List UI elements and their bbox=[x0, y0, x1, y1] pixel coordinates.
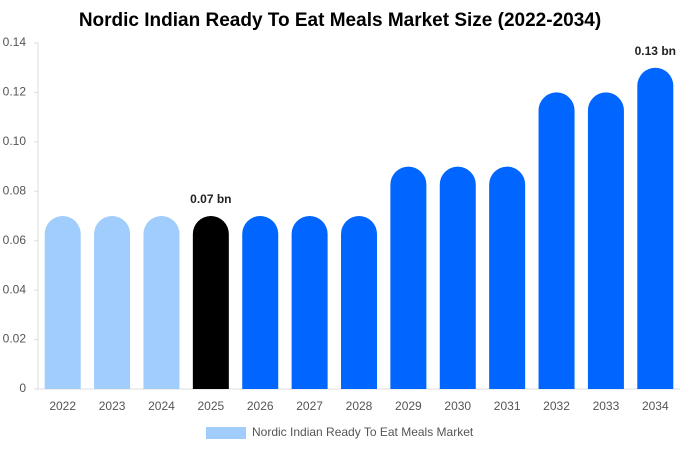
y-tick-label: 0.02 bbox=[3, 332, 27, 346]
y-tick-label: 0.12 bbox=[3, 85, 27, 99]
bar bbox=[489, 166, 526, 389]
x-tick-label: 2032 bbox=[543, 399, 570, 413]
bar bbox=[439, 166, 476, 389]
x-tick-label: 2025 bbox=[197, 399, 224, 413]
bar bbox=[538, 92, 575, 389]
legend-label: Nordic Indian Ready To Eat Meals Market bbox=[252, 425, 474, 439]
bar bbox=[242, 216, 279, 389]
x-tick-label: 2034 bbox=[642, 399, 669, 413]
x-tick-label: 2033 bbox=[593, 399, 620, 413]
y-tick-label: 0.14 bbox=[3, 35, 27, 49]
x-tick-label: 2031 bbox=[494, 399, 521, 413]
data-label: 0.13 bn bbox=[635, 44, 676, 58]
x-tick-label: 2026 bbox=[247, 399, 274, 413]
y-tick-label: 0 bbox=[19, 381, 26, 395]
x-tick-label: 2023 bbox=[99, 399, 126, 413]
x-tick-label: 2022 bbox=[49, 399, 76, 413]
x-tick-label: 2028 bbox=[346, 399, 373, 413]
chart-title: Nordic Indian Ready To Eat Meals Market … bbox=[79, 10, 601, 31]
legend-swatch bbox=[206, 427, 246, 439]
bar bbox=[587, 92, 624, 389]
bar bbox=[341, 216, 377, 389]
y-tick-label: 0.06 bbox=[3, 233, 27, 247]
bar bbox=[143, 216, 180, 389]
x-tick-label: 2027 bbox=[296, 399, 323, 413]
x-tick-label: 2030 bbox=[444, 399, 471, 413]
bar bbox=[44, 216, 81, 389]
x-tick-label: 2024 bbox=[148, 399, 175, 413]
bar bbox=[390, 166, 427, 389]
bar bbox=[291, 216, 328, 389]
x-tick-label: 2029 bbox=[395, 399, 422, 413]
bar bbox=[192, 216, 229, 389]
y-tick-label: 0.10 bbox=[3, 134, 27, 148]
data-label: 0.07 bn bbox=[190, 192, 231, 206]
y-tick-label: 0.04 bbox=[3, 282, 27, 296]
bar bbox=[637, 67, 674, 389]
bar bbox=[94, 216, 131, 389]
y-tick-label: 0.08 bbox=[3, 183, 27, 197]
